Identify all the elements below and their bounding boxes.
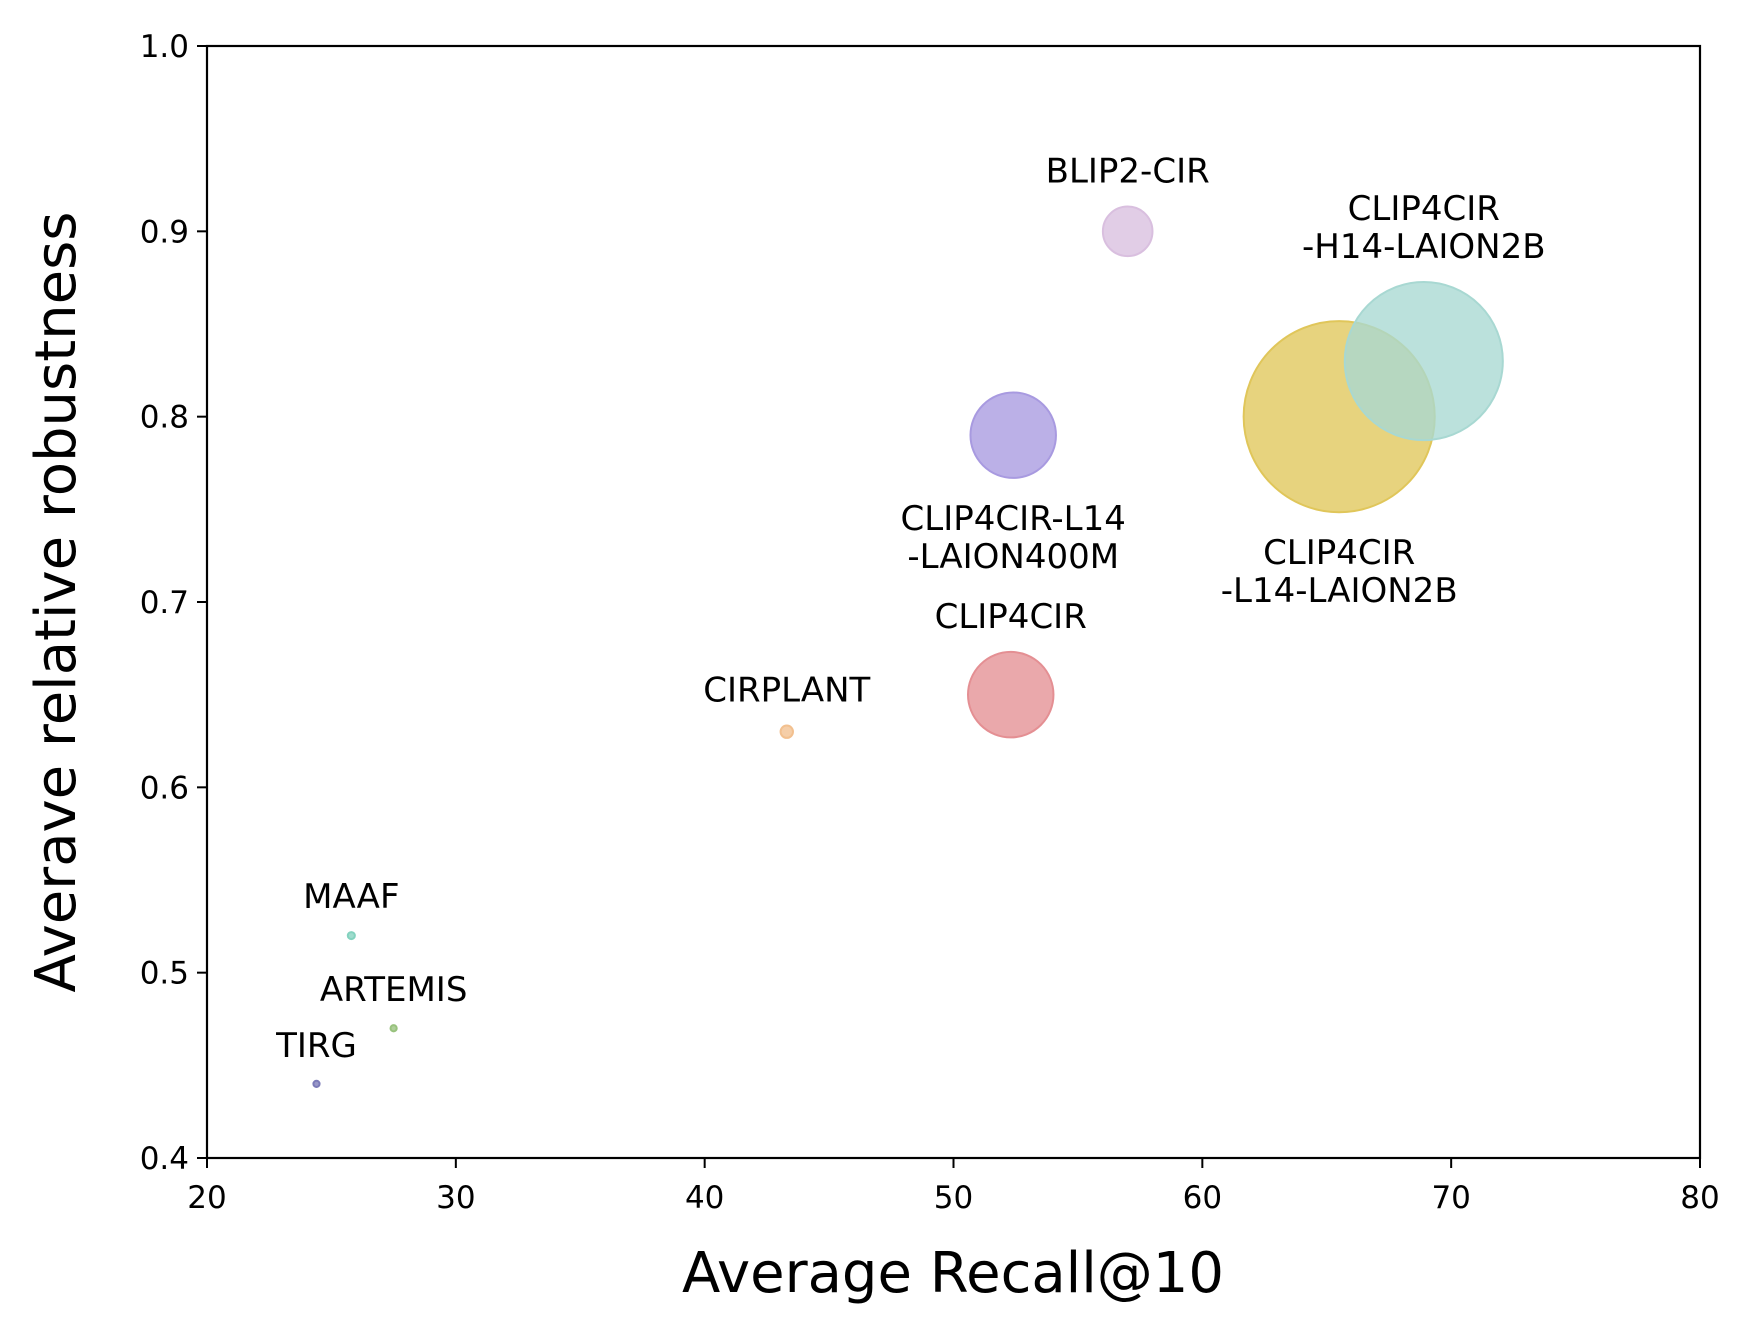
point-label: MAAF — [303, 877, 399, 917]
y-tick-label: 0.4 — [140, 1141, 189, 1177]
point-label: CIRPLANT — [703, 671, 870, 711]
bubble-point — [1101, 205, 1154, 258]
point-label: CLIP4CIR -H14-LAION2B — [1302, 189, 1546, 267]
y-tick-label: 0.8 — [140, 400, 189, 436]
y-tick-label: 1.0 — [140, 29, 189, 65]
x-tick-label: 50 — [934, 1180, 973, 1216]
x-axis-title: Average Recall@10 — [682, 1241, 1224, 1306]
bubble-point — [389, 1024, 398, 1033]
y-axis: 0.4 0.5 0.6 0.7 0.8 0.9 1.0 — [140, 29, 207, 1177]
point-label: TIRG — [275, 1026, 357, 1066]
bubble-point — [312, 1079, 321, 1088]
point-label: BLIP2-CIR — [1046, 152, 1210, 192]
x-tick-label: 60 — [1183, 1180, 1222, 1216]
plot-area: TIRG ARTEMIS MAAF CIRPLANT CLIP4CIR CLIP4CIR-… — [275, 152, 1546, 1088]
bubble-point — [346, 931, 356, 941]
x-tick-label: 80 — [1680, 1180, 1719, 1216]
x-tick-label: 30 — [436, 1180, 475, 1216]
y-tick-label: 0.5 — [140, 956, 189, 992]
bubble-point — [969, 391, 1057, 479]
point-label: CLIP4CIR-L14 -LAION400M — [901, 499, 1126, 577]
y-axis-title: Averave relative robustness — [24, 212, 89, 993]
y-tick-label: 0.9 — [140, 214, 189, 250]
bubble-point — [967, 650, 1055, 739]
x-axis: 20 30 40 50 60 70 80 — [187, 1158, 1720, 1216]
x-tick-label: 40 — [685, 1180, 724, 1216]
point-label: CLIP4CIR -L14-LAION2B — [1221, 533, 1458, 611]
point-label: CLIP4CIR — [935, 597, 1087, 637]
y-tick-label: 0.6 — [140, 770, 189, 806]
point-label: ARTEMIS — [320, 970, 468, 1010]
bubble-point — [779, 724, 794, 739]
x-tick-label: 20 — [187, 1180, 226, 1216]
x-tick-label: 70 — [1431, 1180, 1470, 1216]
y-tick-label: 0.7 — [140, 585, 189, 621]
bubble-point — [1343, 281, 1504, 442]
